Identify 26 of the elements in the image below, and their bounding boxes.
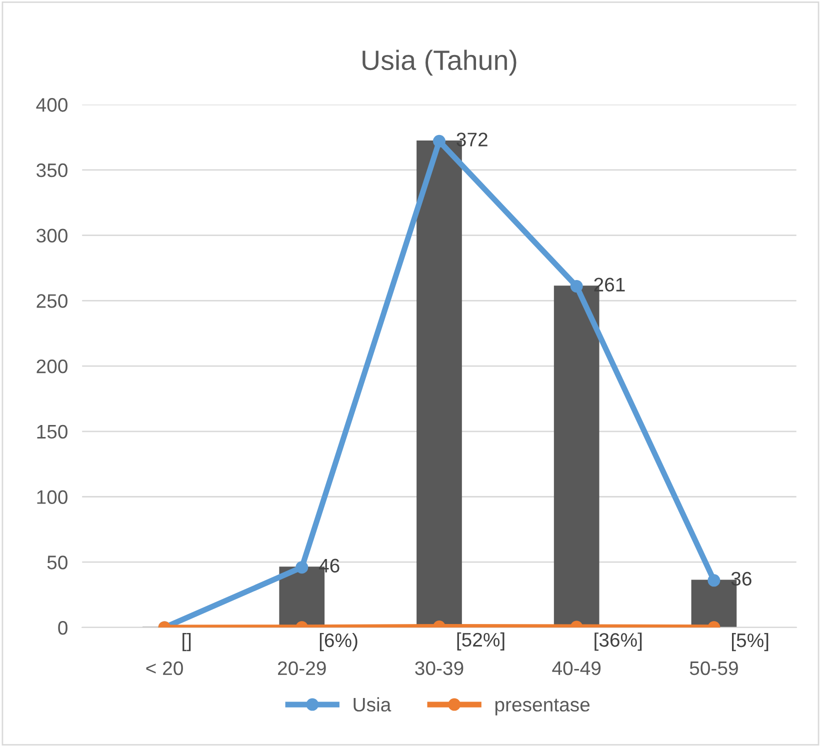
x-tick-label: 20-29 <box>278 661 326 676</box>
x-tick-label: < 20 <box>146 661 183 676</box>
y-tick-label: 250 <box>36 294 68 308</box>
data-label: [52%] <box>457 632 504 650</box>
y-tick-label: 400 <box>36 98 68 112</box>
legend-label: Usia <box>354 697 392 712</box>
data-label: 372 <box>456 132 488 146</box>
y-tick-label: 300 <box>36 228 68 243</box>
y-tick-label: 350 <box>36 163 68 178</box>
data-label: [36%] <box>594 632 642 651</box>
y-tick-label: 200 <box>36 360 68 374</box>
data-label: 46 <box>318 558 340 573</box>
legend-label: presentase <box>495 698 590 716</box>
chart-title: Usia (Tahun) <box>362 50 516 76</box>
y-tick-label: 50 <box>47 556 68 570</box>
data-label: [6%) <box>320 632 358 652</box>
data-label: 36 <box>731 572 752 586</box>
y-tick-label: 150 <box>37 424 68 439</box>
data-label: 261 <box>594 278 625 292</box>
x-tick-label: 30-39 <box>415 661 464 676</box>
data-label: [] <box>182 633 191 652</box>
y-tick-label: 100 <box>37 490 68 504</box>
data-label: [5%] <box>732 632 768 652</box>
y-tick-label: 0 <box>58 620 68 635</box>
x-tick-label: 50-59 <box>690 661 738 676</box>
x-tick-label: 40-49 <box>552 661 601 676</box>
